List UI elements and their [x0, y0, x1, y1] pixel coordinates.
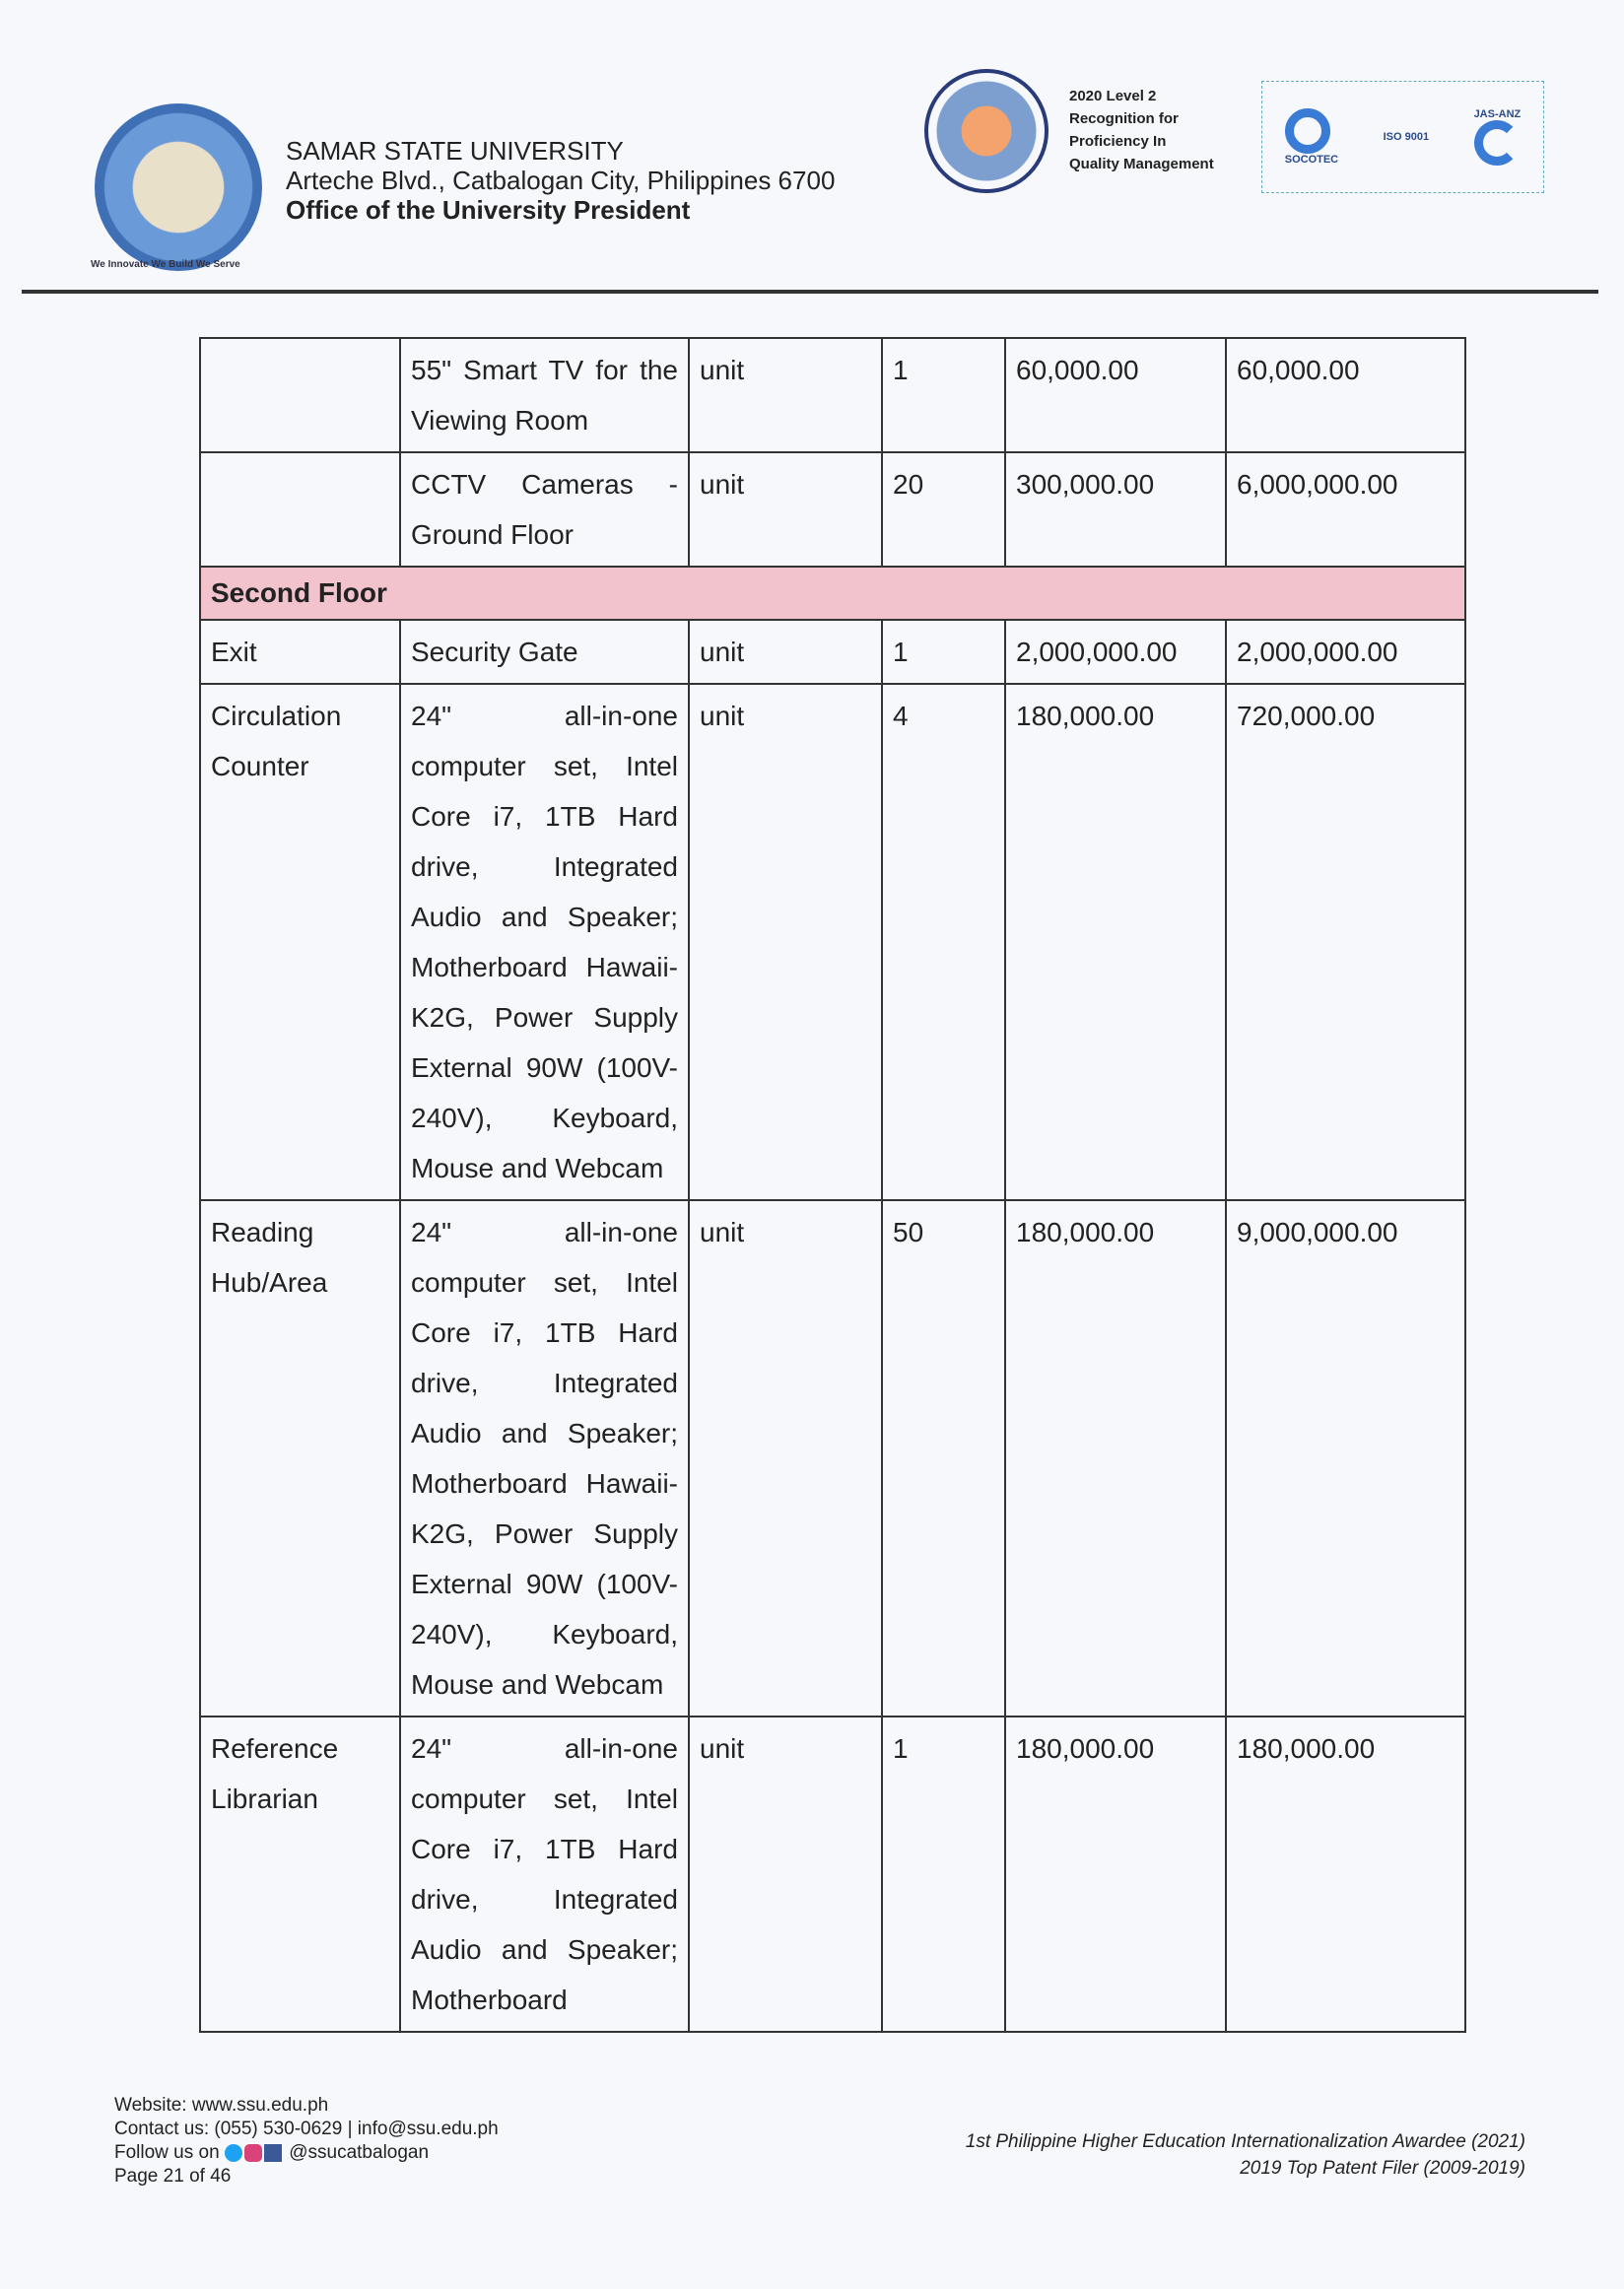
- section-header: Second Floor: [199, 566, 1466, 621]
- website-link[interactable]: Website: www.ssu.edu.ph: [114, 2095, 329, 2116]
- social-follow: Follow us on @ssucatbalogan: [114, 2141, 499, 2165]
- contact-info: Contact us: (055) 530-0629 | info@ssu.ed…: [114, 2119, 499, 2139]
- cell-unit: unit: [688, 337, 883, 453]
- cell-total: 60,000.00: [1225, 337, 1466, 453]
- table-row: Exit Security Gate unit 1 2,000,000.00 2,000,…: [199, 619, 1466, 685]
- cell-unit: unit: [688, 1199, 883, 1717]
- cell-unit: unit: [688, 451, 883, 568]
- header-divider: [22, 290, 1598, 294]
- jas-anz-icon: [1473, 120, 1520, 166]
- cell-item: 24" all-in-one computer set, Intel Core …: [399, 1199, 690, 1717]
- award-line: Recognition for: [1069, 110, 1179, 127]
- university-name: SAMAR STATE UNIVERSITY: [286, 136, 624, 166]
- university-seal-logo: [95, 103, 262, 271]
- cell-total: 180,000.00: [1225, 1716, 1466, 2033]
- socotec-icon: [1284, 108, 1330, 154]
- iso-certification-badge: SOCOTEC ISO 9001 JAS-ANZ: [1261, 81, 1544, 193]
- table-row: Circulation Counter 24" all-in-one comput…: [199, 683, 1466, 1201]
- follow-label: Follow us on: [114, 2142, 220, 2163]
- award-text: 2020 Level 2 Recognition for Proficiency…: [1069, 85, 1214, 175]
- cell-item: CCTV Cameras - Ground Floor: [399, 451, 690, 568]
- section-row: Second Floor: [199, 566, 1466, 621]
- cell-total: 720,000.00: [1225, 683, 1466, 1201]
- award-line: Quality Management: [1069, 156, 1214, 172]
- cell-unit: unit: [688, 683, 883, 1201]
- quality-award-seal: [924, 69, 1049, 193]
- cell-unit: unit: [688, 1716, 883, 2033]
- cell-area: Reading Hub/Area: [199, 1199, 401, 1717]
- footer-awards: 1st Philippine Higher Education Internat…: [966, 2128, 1525, 2182]
- facebook-icon[interactable]: [263, 2143, 282, 2162]
- cell-qty: 50: [881, 1199, 1006, 1717]
- cell-unit: unit: [688, 619, 883, 685]
- table-row: 55" Smart TV for the Viewing Room unit 1 60…: [199, 337, 1466, 453]
- office-name: Office of the University President: [286, 195, 691, 225]
- cell-qty: 1: [881, 337, 1006, 453]
- cell-qty: 1: [881, 619, 1006, 685]
- award-line: 1st Philippine Higher Education Internat…: [965, 2131, 1525, 2152]
- cell-area: [199, 337, 401, 453]
- page-number: Page 21 of 46: [114, 2166, 232, 2187]
- cell-area: Circulation Counter: [199, 683, 401, 1201]
- cell-cost: 180,000.00: [1004, 683, 1227, 1201]
- instagram-icon[interactable]: [243, 2143, 262, 2162]
- address: Arteche Blvd., Catbalogan City, Philippi…: [286, 166, 836, 195]
- letterhead: SAMAR STATE UNIVERSITY Arteche Blvd., Ca…: [286, 136, 835, 225]
- award-line: 2019 Top Patent Filer (2009-2019): [1240, 2158, 1525, 2179]
- cell-item: 24" all-in-one computer set, Intel Core …: [399, 1716, 690, 2033]
- cell-total: 2,000,000.00: [1225, 619, 1466, 685]
- cell-area: Exit: [199, 619, 401, 685]
- iso-label: ISO 9001: [1383, 131, 1430, 143]
- cell-cost: 180,000.00: [1004, 1716, 1227, 2033]
- award-line: Proficiency In: [1069, 133, 1167, 150]
- cell-item: 24" all-in-one computer set, Intel Core …: [399, 683, 690, 1201]
- footer-contact: Website: www.ssu.edu.ph Contact us: (055…: [114, 2094, 499, 2188]
- cell-total: 6,000,000.00: [1225, 451, 1466, 568]
- cell-cost: 180,000.00: [1004, 1199, 1227, 1717]
- cell-qty: 4: [881, 683, 1006, 1201]
- table-row: Reference Librarian 24" all-in-one comput…: [199, 1716, 1466, 2033]
- cell-cost: 2,000,000.00: [1004, 619, 1227, 685]
- cell-area: Reference Librarian: [199, 1716, 401, 2033]
- equipment-table: 55" Smart TV for the Viewing Room unit 1 60…: [199, 337, 1466, 2033]
- cell-area: [199, 451, 401, 568]
- logo-tagline: We Innovate We Build We Serve: [91, 259, 240, 270]
- jas-anz-label: JAS-ANZ: [1473, 108, 1522, 120]
- cell-qty: 20: [881, 451, 1006, 568]
- award-line: 2020 Level 2: [1069, 88, 1157, 104]
- cell-qty: 1: [881, 1716, 1006, 2033]
- table-row: Reading Hub/Area 24" all-in-one computer …: [199, 1199, 1466, 1717]
- cell-total: 9,000,000.00: [1225, 1199, 1466, 1717]
- cell-item: 55" Smart TV for the Viewing Room: [399, 337, 690, 453]
- twitter-icon[interactable]: [224, 2143, 242, 2162]
- cell-cost: 60,000.00: [1004, 337, 1227, 453]
- cell-item: Security Gate: [399, 619, 690, 685]
- cell-cost: 300,000.00: [1004, 451, 1227, 568]
- social-handle: @ssucatbalogan: [289, 2142, 430, 2163]
- socotec-label: SOCOTEC: [1284, 154, 1339, 166]
- table-row: CCTV Cameras - Ground Floor unit 20 300,000…: [199, 451, 1466, 568]
